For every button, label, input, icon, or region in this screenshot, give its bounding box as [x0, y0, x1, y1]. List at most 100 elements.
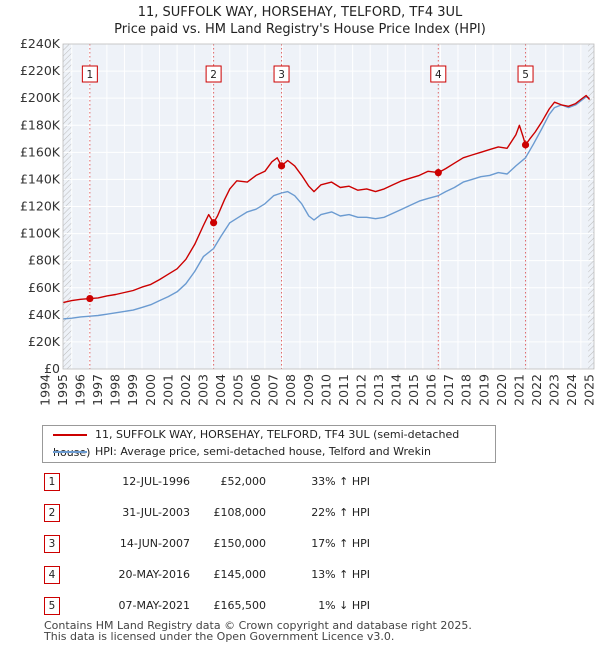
sale-hpi-change: 22% ↑ HPI [311, 506, 370, 519]
x-tick-label: 2003 [195, 374, 210, 406]
sale-marker-label: 2 [210, 69, 217, 81]
sale-marker-label: 3 [278, 69, 285, 81]
hpi-line [62, 96, 590, 320]
sale-date: 31-JUL-2003 [122, 506, 190, 519]
sale-point [86, 294, 94, 303]
chart-title-block: 11, SUFFOLK WAY, HORSEHAY, TELFORD, TF4 … [0, 4, 600, 38]
y-tick-label: £100K [20, 226, 61, 241]
x-tick-label: 2000 [143, 374, 158, 406]
sale-price: £150,000 [213, 537, 267, 550]
x-tick-label: 2016 [424, 374, 439, 406]
sale-price: £165,500 [213, 599, 267, 612]
legend-swatch-hpi [53, 451, 87, 453]
sale-marker-label: 1 [87, 69, 94, 81]
sale-price: £52,000 [220, 475, 267, 488]
sale-hpi-change: 1% ↓ HPI [318, 599, 370, 612]
x-tick-label: 2023 [547, 374, 562, 406]
x-tick-label: 1997 [90, 374, 105, 406]
sale-date: 20-MAY-2016 [118, 568, 190, 581]
x-tick-label: 2008 [283, 374, 298, 406]
y-tick-label: £60K [28, 280, 61, 295]
sale-marker-box [205, 65, 222, 83]
sale-date: 07-MAY-2021 [118, 599, 190, 612]
x-tick-label: 2002 [178, 374, 193, 406]
y-tick-label: £40K [28, 307, 61, 322]
sale-number-badge: 5 [44, 597, 60, 615]
table-row: 1 12-JUL-1996 £52,000 33% ↑ HPI [0, 472, 600, 492]
sale-price: £108,000 [213, 506, 267, 519]
x-tick-label: 1999 [125, 374, 140, 406]
table-row: 4 20-MAY-2016 £145,000 13% ↑ HPI [0, 565, 600, 585]
sale-marker-label: 5 [522, 69, 529, 81]
y-tick-label: £20K [28, 334, 61, 349]
sale-number-badge: 2 [44, 504, 60, 522]
y-tick-label: £120K [20, 199, 61, 214]
x-tick-label: 2009 [301, 374, 316, 406]
x-tick-label: 2018 [459, 374, 474, 406]
x-tick-label: 2007 [266, 374, 281, 406]
sale-point [277, 162, 286, 170]
y-tick-label: £200K [20, 90, 61, 105]
sale-number-badge: 1 [44, 473, 60, 491]
property-price-line [62, 94, 591, 304]
x-tick-label: 2014 [389, 374, 404, 406]
sale-marker-box [430, 65, 447, 83]
sale-marker-label: 4 [435, 69, 442, 81]
x-tick-label: 1996 [73, 374, 88, 406]
sale-marker-box [273, 65, 290, 83]
x-tick-label: 2017 [441, 374, 456, 406]
sale-marker-box [517, 65, 534, 83]
sale-hpi-change: 17% ↑ HPI [311, 537, 370, 550]
x-tick-label: 2020 [494, 374, 509, 406]
x-tick-label: 2010 [318, 374, 333, 406]
x-tick-label: 1995 [55, 374, 70, 406]
x-tick-label: 2001 [160, 374, 175, 406]
x-tick-label: 2013 [371, 374, 386, 406]
chart-title: 11, SUFFOLK WAY, HORSEHAY, TELFORD, TF4 … [137, 5, 463, 20]
x-tick-label: 2005 [231, 374, 246, 406]
sale-point [434, 169, 442, 177]
y-tick-label: £220K [20, 63, 61, 78]
x-tick-label: 2022 [529, 374, 544, 406]
chart-subtitle: Price paid vs. HM Land Registry's House … [114, 22, 486, 37]
y-tick-label: £180K [20, 117, 61, 132]
sale-number-badge: 4 [44, 566, 60, 584]
y-tick-label: £140K [20, 171, 61, 186]
plot-frame [62, 43, 595, 370]
table-row: 2 31-JUL-2003 £108,000 22% ↑ HPI [0, 503, 600, 523]
y-tick-label: £160K [20, 144, 61, 159]
y-tick-label: £80K [28, 253, 61, 268]
sale-marker-box [81, 65, 98, 83]
footer: Contains HM Land Registry data © Crown c… [44, 620, 472, 642]
sale-point [210, 219, 218, 227]
x-tick-label: 2019 [476, 374, 491, 406]
table-row: 3 14-JUN-2007 £150,000 17% ↑ HPI [0, 534, 600, 554]
sale-price: £145,000 [213, 568, 267, 581]
x-tick-label: 2011 [336, 374, 351, 406]
x-tick-label: 2006 [248, 374, 263, 406]
x-tick-label: 1994 [37, 374, 52, 406]
table-row: 5 07-MAY-2021 £165,500 1% ↓ HPI [0, 596, 600, 616]
legend-swatch-property [53, 434, 87, 436]
sale-number-badge: 3 [44, 535, 60, 553]
legend-item-hpi: HPI: Average price, semi-detached house,… [53, 443, 431, 461]
x-tick-label: 2012 [353, 374, 368, 406]
sale-hpi-change: 13% ↑ HPI [311, 568, 370, 581]
sale-hpi-change: 33% ↑ HPI [311, 475, 370, 488]
y-tick-label: £240K [20, 36, 61, 51]
x-tick-label: 2004 [213, 374, 228, 406]
y-tick-label: £0 [44, 361, 60, 376]
x-tick-label: 2024 [564, 374, 579, 406]
legend: 11, SUFFOLK WAY, HORSEHAY, TELFORD, TF4 … [42, 425, 496, 463]
x-tick-label: 2025 [582, 374, 597, 406]
x-tick-label: 2021 [511, 374, 526, 406]
x-tick-label: 2015 [406, 374, 421, 406]
sale-point [521, 141, 530, 149]
footer-copyright: Contains HM Land Registry data © Crown c… [44, 619, 472, 632]
sale-date: 12-JUL-1996 [122, 475, 190, 488]
x-tick-label: 1998 [108, 374, 123, 406]
legend-label-hpi: HPI: Average price, semi-detached house,… [95, 445, 431, 458]
footer-licence: This data is licensed under the Open Gov… [44, 630, 395, 643]
legend-item-property: 11, SUFFOLK WAY, HORSEHAY, TELFORD, TF4 … [53, 426, 495, 459]
price-chart: 1 2 3 4 5 £0 £20K £40K £60K £80K £100K £120K £140K £… [20, 36, 597, 406]
